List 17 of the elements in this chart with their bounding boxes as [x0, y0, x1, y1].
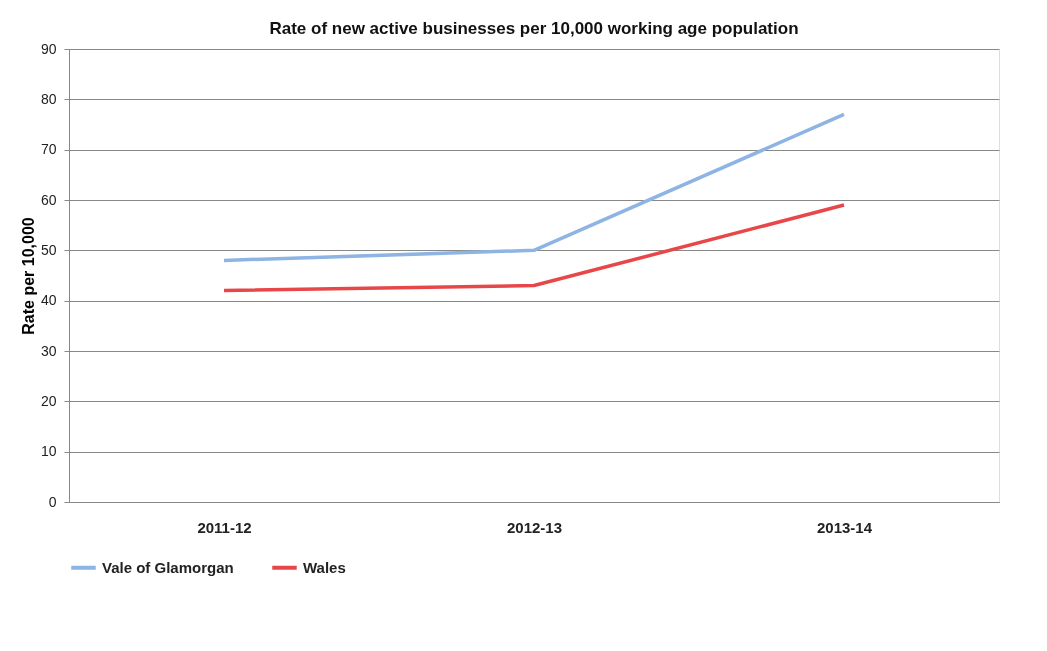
y-tick-label: 40: [40, 292, 57, 309]
y-tick-label: 30: [40, 342, 57, 359]
y-tick-label: 50: [40, 241, 57, 258]
chart-title: Rate of new active businesses per 10,000 working age population: [269, 19, 799, 38]
y-tick-label: 20: [40, 392, 57, 409]
x-tick-label: 2011-12: [197, 518, 252, 536]
legend-label: Wales: [303, 558, 346, 576]
y-tick-label: 80: [40, 90, 57, 107]
y-tick-label: 60: [40, 191, 57, 208]
x-tick-label: 2013-14: [816, 518, 873, 536]
y-axis-title: Rate per 10,000: [19, 217, 37, 335]
x-tick-label: 2012-13: [506, 518, 563, 536]
legend-label: Vale of Glamorgan: [102, 558, 234, 576]
y-tick-label: 70: [40, 141, 57, 158]
y-tick-label: 0: [48, 493, 57, 510]
y-tick-label: 90: [40, 40, 57, 57]
y-tick-label: 10: [40, 443, 57, 460]
